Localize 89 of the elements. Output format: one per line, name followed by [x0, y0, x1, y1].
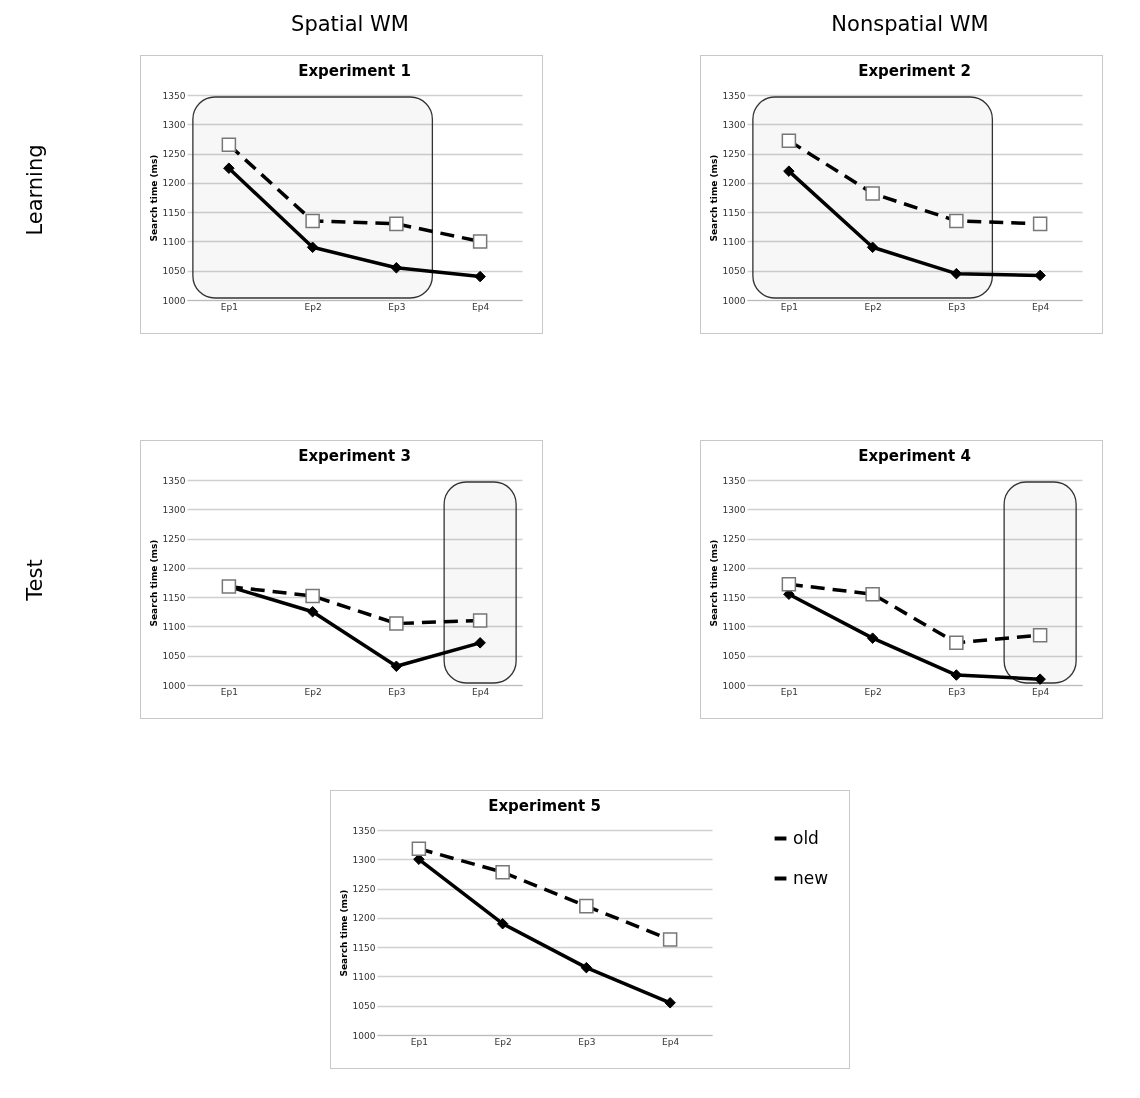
y-tick-label: 1150 — [722, 207, 746, 218]
y-tick-label: 1250 — [162, 149, 186, 160]
x-tick-label: Ep1 — [780, 301, 798, 312]
chart-title: Experiment 4 — [858, 447, 971, 465]
y-axis-title: Search time (ms) — [708, 154, 719, 242]
legend-label: new — [793, 867, 829, 888]
y-axis-title: Search time (ms) — [148, 154, 159, 242]
y-axis-title: Search time (ms) — [148, 539, 159, 627]
point — [223, 162, 235, 174]
y-tick-label: 1050 — [722, 651, 746, 662]
y-tick-label: 1000 — [162, 680, 186, 691]
y-tick-label: 1050 — [162, 651, 186, 662]
y-tick-label: 1000 — [162, 295, 186, 306]
chart-title: Experiment 5 — [488, 797, 601, 815]
y-tick-label: 1150 — [162, 207, 186, 218]
point — [1034, 673, 1046, 685]
y-tick-label: 1300 — [722, 504, 746, 515]
y-tick-label: 1050 — [352, 1001, 376, 1012]
x-tick-label: Ep2 — [864, 301, 882, 312]
x-tick-label: Ep3 — [578, 1036, 596, 1047]
chart-title: Experiment 2 — [858, 62, 971, 80]
point — [664, 997, 676, 1009]
x-tick-label: Ep3 — [388, 686, 406, 697]
chart-title: Experiment 1 — [298, 62, 411, 80]
x-tick-label: Ep2 — [494, 1036, 512, 1047]
point — [866, 632, 879, 644]
y-tick-label: 1100 — [352, 971, 376, 982]
y-tick-label: 1150 — [162, 592, 186, 603]
x-tick-label: Ep2 — [304, 686, 322, 697]
y-tick-label: 1250 — [352, 884, 376, 895]
x-tick-label: Ep4 — [472, 686, 490, 697]
x-tick-label: Ep1 — [220, 686, 238, 697]
chart-title: Experiment 3 — [298, 447, 411, 465]
text: Test — [23, 558, 47, 603]
y-tick-label: 1000 — [722, 295, 746, 306]
y-tick-label: 1150 — [352, 942, 376, 953]
y-tick-label: 1100 — [162, 236, 186, 247]
y-tick-label: 1050 — [162, 266, 186, 277]
point — [496, 917, 509, 930]
y-tick-label: 1350 — [162, 90, 186, 101]
y-tick-label: 1250 — [162, 534, 186, 545]
x-tick-label: Ep4 — [472, 301, 490, 312]
point — [390, 660, 403, 672]
y-tick-label: 1200 — [722, 178, 746, 189]
point — [580, 961, 593, 974]
y-tick-label: 1100 — [722, 236, 746, 247]
y-tick-label: 1200 — [352, 913, 376, 924]
y-tick-label: 1300 — [162, 504, 186, 515]
point — [783, 165, 795, 177]
y-tick-label: 1150 — [722, 592, 746, 603]
y-axis-title: Search time (ms) — [708, 539, 719, 627]
y-tick-label: 1200 — [162, 178, 186, 189]
x-tick-label: Ep2 — [864, 686, 882, 697]
text: Spatial WM — [290, 12, 410, 36]
y-tick-label: 1350 — [162, 475, 186, 486]
y-tick-label: 1250 — [722, 149, 746, 160]
legend-label: old — [793, 827, 819, 848]
point — [306, 606, 319, 618]
x-tick-label: Ep4 — [662, 1036, 680, 1047]
x-tick-label: Ep3 — [388, 301, 406, 312]
y-tick-label: 1200 — [162, 563, 186, 574]
y-tick-label: 1300 — [722, 119, 746, 130]
x-tick-label: Ep2 — [304, 301, 322, 312]
text: Learning — [23, 143, 47, 238]
y-tick-label: 1350 — [352, 825, 376, 836]
y-tick-label: 1100 — [722, 621, 746, 632]
x-tick-label: Ep3 — [948, 301, 966, 312]
y-tick-label: 1350 — [722, 90, 746, 101]
y-tick-label: 1050 — [722, 266, 746, 277]
y-axis-title: Search time (ms) — [338, 889, 349, 977]
point — [306, 241, 319, 254]
x-tick-label: Ep1 — [220, 301, 238, 312]
y-tick-label: 1350 — [722, 475, 746, 486]
x-tick-label: Ep1 — [410, 1036, 428, 1047]
y-tick-label: 1100 — [162, 621, 186, 632]
y-tick-label: 1250 — [722, 534, 746, 545]
point — [474, 270, 486, 283]
x-tick-label: Ep4 — [1032, 686, 1050, 697]
x-tick-label: Ep3 — [948, 686, 966, 697]
y-tick-label: 1300 — [352, 854, 376, 865]
x-tick-label: Ep1 — [780, 686, 798, 697]
point — [474, 637, 486, 649]
y-tick-label: 1000 — [722, 680, 746, 691]
y-tick-label: 1000 — [352, 1030, 376, 1041]
y-tick-label: 1300 — [162, 119, 186, 130]
x-tick-label: Ep4 — [1032, 301, 1050, 312]
point — [866, 241, 879, 254]
y-tick-label: 1200 — [722, 563, 746, 574]
text: Nonspatial WM — [830, 12, 990, 36]
